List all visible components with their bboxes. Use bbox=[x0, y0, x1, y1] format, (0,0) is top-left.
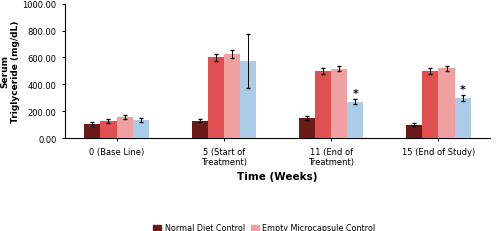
Y-axis label: Serum
Triglyceride (mg/dL): Serum Triglyceride (mg/dL) bbox=[0, 21, 20, 123]
Bar bbox=[224, 55, 240, 139]
Bar bbox=[116, 118, 132, 139]
Bar bbox=[100, 121, 116, 139]
Bar bbox=[331, 70, 347, 139]
X-axis label: Time (Weeks): Time (Weeks) bbox=[238, 172, 318, 182]
Bar bbox=[438, 69, 454, 139]
Bar bbox=[348, 102, 364, 139]
Bar bbox=[315, 72, 331, 139]
Text: *: * bbox=[460, 84, 466, 94]
Legend: Normal Diet Control, High Fat Control, Empty Microcapsule Control, Microencapsul: Normal Diet Control, High Fat Control, E… bbox=[150, 220, 405, 231]
Bar bbox=[208, 58, 224, 139]
Bar bbox=[299, 119, 315, 139]
Bar bbox=[406, 125, 422, 139]
Bar bbox=[192, 121, 208, 139]
Bar bbox=[454, 98, 470, 139]
Bar bbox=[240, 61, 256, 139]
Bar bbox=[422, 72, 438, 139]
Text: *: * bbox=[352, 88, 358, 98]
Bar bbox=[84, 125, 100, 139]
Bar bbox=[132, 121, 148, 139]
